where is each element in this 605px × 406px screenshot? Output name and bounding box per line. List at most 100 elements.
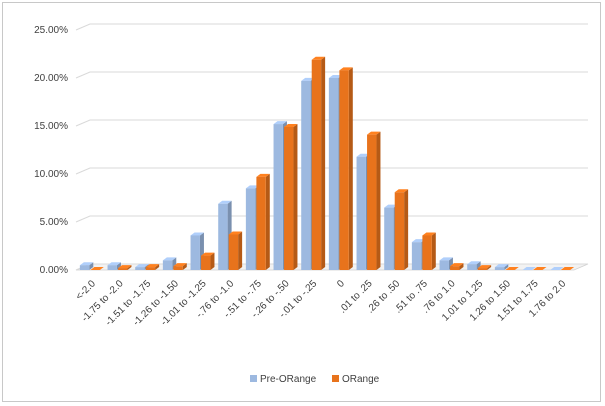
bar-front (367, 134, 377, 270)
bar-top (422, 232, 436, 236)
bar-top (145, 264, 160, 268)
bar (201, 252, 215, 270)
bar-front (339, 70, 349, 270)
bar (450, 263, 464, 270)
bar (145, 264, 160, 270)
bar-front (301, 80, 311, 270)
bar (256, 173, 270, 270)
bar (339, 67, 353, 270)
bar (173, 263, 187, 270)
bar-front (256, 176, 266, 270)
bar-top (367, 131, 381, 135)
bar-front (173, 266, 183, 270)
bar-top (394, 189, 409, 193)
y-tick-label: 10.00% (34, 169, 68, 180)
gridline (75, 167, 588, 175)
bar-front (422, 235, 432, 270)
gridline (75, 23, 588, 31)
bar-side (293, 123, 298, 271)
bar-front (284, 126, 294, 271)
bar-side (487, 265, 492, 270)
y-tick-label: 25.00% (34, 25, 68, 36)
bar-top (201, 252, 215, 256)
bar-side (476, 261, 481, 270)
bar (550, 267, 564, 270)
bar-top (79, 262, 94, 266)
bar-front (384, 207, 394, 270)
gridline (75, 215, 588, 223)
bar-front (311, 59, 322, 271)
bar-front (201, 255, 211, 270)
bar-top (339, 67, 353, 71)
bar (505, 267, 519, 270)
bar-front (356, 156, 366, 270)
bar-front (145, 267, 156, 270)
bar-side (431, 232, 436, 270)
legend-label: Pre-ORange (260, 374, 317, 385)
bar-top (107, 262, 121, 266)
bar-top (560, 267, 575, 270)
legend-swatch (332, 375, 339, 382)
bar-top (162, 257, 177, 261)
bar-top (411, 239, 426, 243)
bar-side (210, 252, 215, 270)
bar (367, 131, 381, 270)
bar-top (228, 231, 243, 235)
bar-top (284, 123, 298, 127)
bar-top (190, 232, 204, 236)
y-tick-label: 20.00% (34, 73, 68, 84)
bar-side (155, 264, 160, 270)
bar-front (450, 266, 460, 270)
bar-top (328, 75, 343, 78)
y-tick-label: 0.00% (40, 265, 68, 276)
bar-side (238, 231, 243, 270)
bar-top (356, 153, 370, 157)
bar (228, 231, 243, 270)
bar (533, 267, 547, 270)
gridline (75, 71, 588, 79)
bar-front (162, 260, 173, 270)
bar-top (118, 265, 132, 269)
bar-front (494, 267, 505, 270)
bar-side (89, 262, 94, 270)
bar-side (459, 263, 464, 270)
bar-top (273, 121, 287, 125)
bar (118, 265, 132, 270)
bar-top (90, 267, 104, 270)
bar-front (477, 268, 488, 270)
bar-side (376, 131, 381, 270)
bar-side (265, 173, 270, 270)
bar-top (477, 265, 492, 269)
gridline (75, 119, 588, 127)
bar-front (439, 260, 449, 270)
bar-front (394, 192, 405, 270)
bar (394, 189, 409, 270)
bar-side (348, 67, 353, 270)
bar-top (467, 261, 481, 265)
legend-label: ORange (342, 374, 380, 385)
bar-front (467, 264, 477, 270)
bar-side (404, 189, 409, 270)
y-tick-label: 15.00% (34, 121, 68, 132)
bar-top (505, 267, 519, 270)
bar-front (273, 124, 283, 270)
bar-top (522, 267, 536, 270)
bar-side (127, 265, 132, 270)
bar (494, 264, 509, 270)
bar (107, 262, 121, 270)
y-tick-label: 5.00% (40, 217, 68, 228)
bar-front (218, 203, 228, 270)
bar (311, 56, 326, 271)
bar-top (301, 77, 315, 81)
x-tick-label: 0 (335, 278, 347, 290)
bar-front (79, 265, 90, 270)
bar-top (494, 264, 509, 268)
bar-top (439, 257, 453, 261)
bar-front (411, 242, 422, 270)
bar-front (118, 268, 128, 270)
bar-top (533, 267, 547, 270)
bar (439, 257, 453, 270)
bar-front (328, 78, 339, 270)
bar-front (245, 188, 256, 270)
